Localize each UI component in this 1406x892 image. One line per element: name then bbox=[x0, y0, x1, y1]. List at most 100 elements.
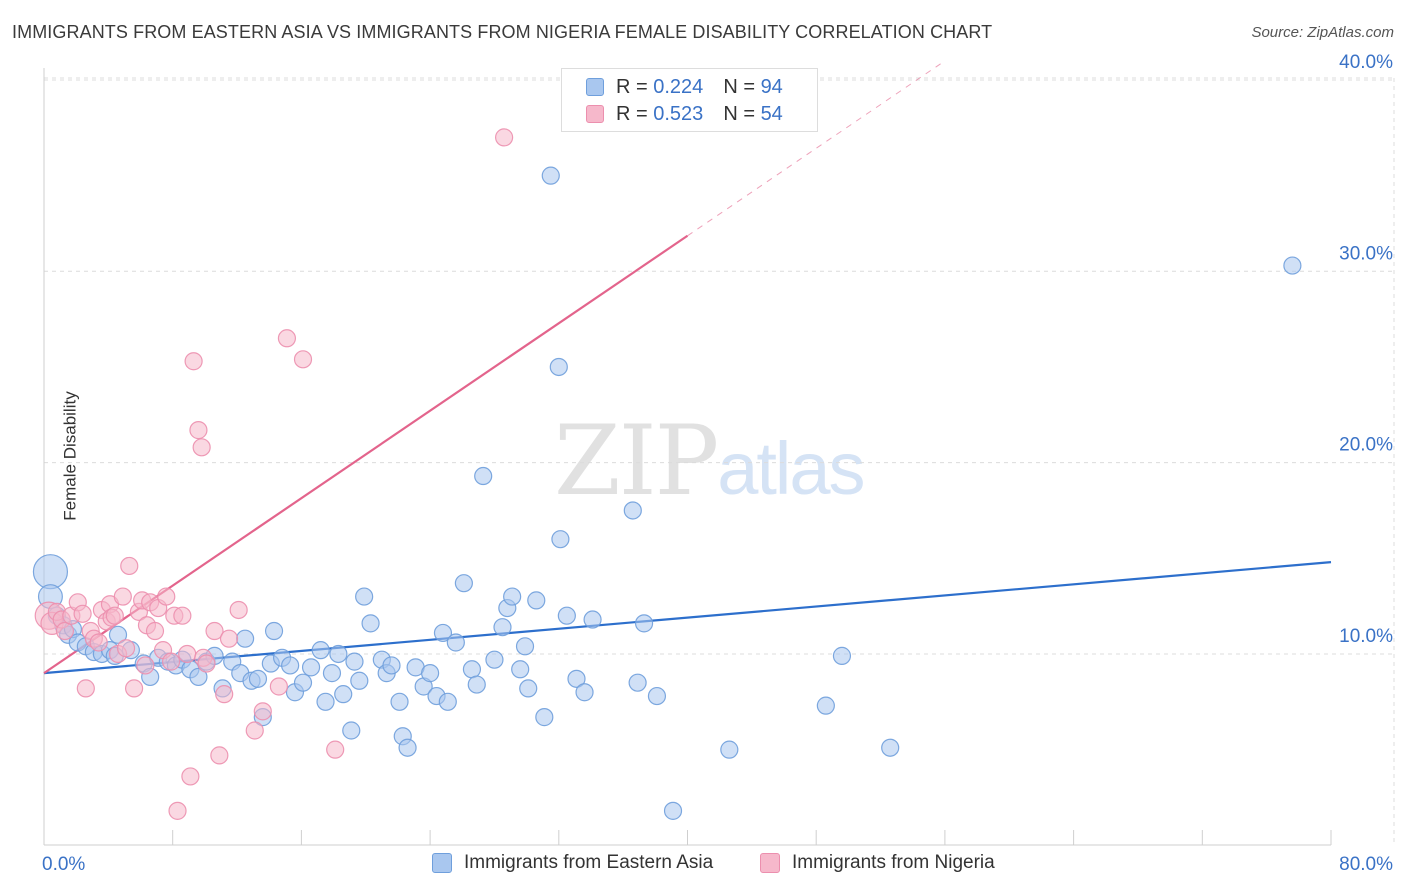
point-nigeria bbox=[245, 721, 264, 740]
point-eastern-asia bbox=[350, 671, 369, 690]
point-nigeria bbox=[178, 644, 197, 664]
point-eastern-asia bbox=[541, 166, 560, 185]
point-eastern-asia bbox=[355, 587, 374, 606]
point-eastern-asia bbox=[189, 667, 208, 687]
point-eastern-asia bbox=[316, 692, 335, 711]
r-label: R = bbox=[616, 102, 648, 125]
point-eastern-asia bbox=[32, 554, 69, 590]
point-nigeria bbox=[55, 621, 75, 641]
stats-row-nigeria: R = 0.523 N = 54 bbox=[586, 103, 783, 125]
point-eastern-asia bbox=[575, 683, 594, 702]
legend-item-nigeria[interactable]: Immigrants from Nigeria bbox=[760, 852, 995, 874]
point-nigeria bbox=[89, 633, 108, 652]
point-nigeria bbox=[76, 679, 95, 698]
point-eastern-asia bbox=[583, 610, 602, 629]
point-eastern-asia bbox=[311, 641, 330, 660]
legend-label: Immigrants from Eastern Asia bbox=[464, 852, 714, 873]
legend-swatch-pink bbox=[760, 853, 780, 873]
point-nigeria bbox=[157, 587, 176, 606]
point-eastern-asia bbox=[281, 656, 300, 675]
point-eastern-asia bbox=[515, 637, 535, 656]
point-eastern-asia bbox=[519, 679, 538, 698]
point-nigeria bbox=[181, 767, 200, 786]
watermark-zip: ZIP bbox=[554, 405, 719, 517]
r-label: R = bbox=[616, 75, 648, 98]
y-axis-label: Female Disability bbox=[60, 391, 80, 521]
point-nigeria bbox=[73, 604, 92, 623]
point-eastern-asia bbox=[264, 621, 284, 641]
point-eastern-asia bbox=[493, 618, 512, 637]
point-nigeria bbox=[113, 587, 132, 606]
point-nigeria bbox=[184, 352, 203, 371]
point-eastern-asia bbox=[334, 685, 353, 704]
point-nigeria bbox=[277, 329, 297, 348]
n-value: 94 bbox=[760, 75, 783, 98]
legend-swatch-blue bbox=[586, 78, 604, 96]
point-eastern-asia bbox=[446, 633, 465, 652]
point-nigeria bbox=[197, 654, 216, 673]
trend-line-eastern-asia bbox=[43, 561, 1332, 675]
point-eastern-asia bbox=[720, 740, 739, 759]
watermark-atlas: atlas bbox=[717, 427, 865, 510]
point-eastern-asia bbox=[663, 801, 683, 820]
trend-line-nigeria-extension bbox=[687, 60, 946, 237]
point-nigeria bbox=[210, 746, 229, 765]
y-tick-label: 30.0% bbox=[1339, 243, 1393, 264]
legend-item-eastern-asia[interactable]: Immigrants from Eastern Asia bbox=[432, 852, 713, 874]
point-eastern-asia bbox=[551, 530, 570, 549]
point-eastern-asia bbox=[421, 664, 440, 683]
stats-legend: R = 0.224 N = 94 R = 0.523 N = 54 bbox=[561, 68, 818, 132]
point-eastern-asia bbox=[382, 656, 401, 675]
point-eastern-asia bbox=[628, 673, 647, 692]
point-eastern-asia bbox=[329, 644, 348, 664]
trend-lines bbox=[43, 60, 1332, 675]
point-eastern-asia bbox=[634, 614, 654, 633]
point-eastern-asia bbox=[462, 660, 482, 679]
point-eastern-asia bbox=[398, 738, 417, 757]
point-eastern-asia bbox=[527, 591, 546, 610]
point-eastern-asia bbox=[301, 658, 321, 677]
point-eastern-asia bbox=[454, 574, 473, 593]
point-nigeria bbox=[161, 652, 181, 671]
n-value: 54 bbox=[760, 102, 783, 125]
data-points bbox=[32, 128, 1302, 820]
r-value: 0.224 bbox=[653, 75, 704, 98]
x-tick-label: 80.0% bbox=[1339, 854, 1393, 875]
point-eastern-asia bbox=[361, 614, 380, 633]
point-eastern-asia bbox=[881, 738, 900, 757]
point-eastern-asia bbox=[832, 646, 852, 665]
point-eastern-asia bbox=[535, 708, 554, 727]
point-nigeria bbox=[124, 679, 144, 698]
point-eastern-asia bbox=[345, 652, 364, 671]
n-label: N = bbox=[723, 75, 755, 98]
r-value: 0.523 bbox=[653, 102, 704, 125]
y-tick-label: 20.0% bbox=[1339, 435, 1393, 456]
point-eastern-asia bbox=[511, 660, 530, 679]
point-eastern-asia bbox=[108, 625, 128, 644]
point-eastern-asia bbox=[438, 692, 457, 711]
point-eastern-asia bbox=[816, 696, 835, 715]
point-nigeria bbox=[215, 685, 234, 704]
point-nigeria bbox=[120, 556, 139, 576]
point-nigeria bbox=[495, 128, 514, 147]
point-nigeria bbox=[189, 421, 208, 440]
point-nigeria bbox=[145, 621, 165, 641]
point-nigeria bbox=[229, 600, 248, 620]
point-nigeria bbox=[105, 606, 124, 625]
axes bbox=[43, 68, 1332, 846]
source-label: Source: ZipAtlas.com bbox=[1251, 24, 1394, 41]
point-eastern-asia bbox=[467, 675, 486, 694]
point-eastern-asia bbox=[248, 669, 268, 688]
x-tick-label: 0.0% bbox=[42, 854, 85, 875]
point-eastern-asia bbox=[322, 664, 342, 683]
point-nigeria bbox=[253, 702, 272, 721]
point-eastern-asia bbox=[235, 629, 255, 648]
point-eastern-asia bbox=[342, 721, 361, 740]
point-eastern-asia bbox=[623, 501, 642, 520]
point-nigeria bbox=[269, 677, 288, 696]
point-nigeria bbox=[173, 606, 192, 625]
chart-title: IMMIGRANTS FROM EASTERN ASIA VS IMMIGRAN… bbox=[12, 22, 993, 42]
point-nigeria bbox=[116, 639, 136, 658]
point-eastern-asia bbox=[390, 692, 409, 711]
point-eastern-asia bbox=[549, 357, 568, 377]
